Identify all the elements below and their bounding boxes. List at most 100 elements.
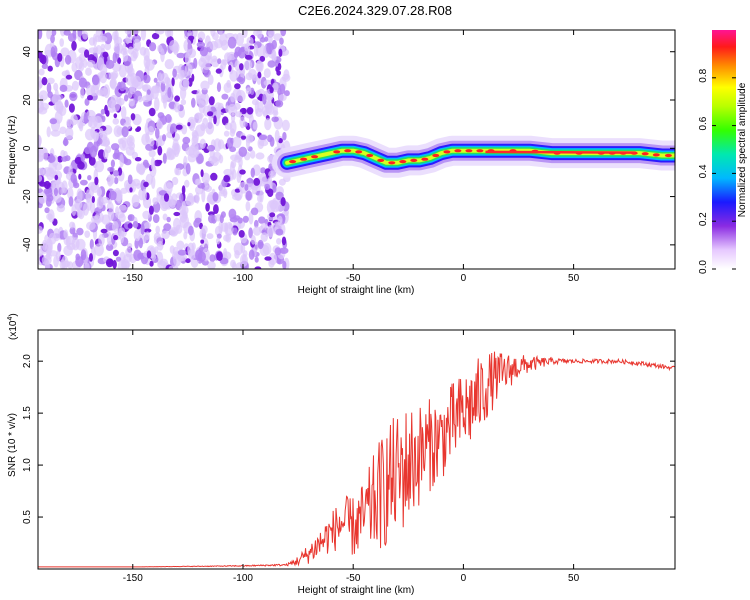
noise-speckle xyxy=(278,94,287,102)
noise-speckle xyxy=(66,235,76,245)
noise-speckle xyxy=(216,251,223,261)
noise-speckle xyxy=(160,48,165,63)
noise-speckle xyxy=(46,126,51,138)
snr-multiplier-prefix: (x10 xyxy=(8,320,19,340)
noise-speckle xyxy=(112,259,117,269)
ridge-core xyxy=(333,150,341,154)
snr-frame xyxy=(37,329,676,570)
snr-x-tick-label: 0 xyxy=(461,573,467,584)
noise-speckle xyxy=(164,59,174,70)
noise-speckle xyxy=(78,120,84,132)
noise-speckle xyxy=(256,30,263,39)
noise-speckle xyxy=(38,106,48,115)
noise-speckle xyxy=(125,247,132,258)
noise-speckle xyxy=(149,42,157,52)
noise-speckle xyxy=(74,156,83,165)
noise-speckle xyxy=(70,114,78,126)
noise-speckle xyxy=(184,52,191,66)
noise-speckle xyxy=(53,255,59,268)
noise-speckle xyxy=(220,59,227,70)
noise-speckle xyxy=(267,60,276,68)
noise-speckle xyxy=(233,242,244,256)
noise-speckle xyxy=(275,99,284,108)
noise-speckle xyxy=(164,76,171,85)
noise-speckle xyxy=(248,249,255,260)
noise-speckle xyxy=(98,233,105,247)
noise-speckle xyxy=(166,182,174,189)
noise-speckle xyxy=(174,95,181,102)
ridge-core xyxy=(476,149,484,153)
noise-speckle xyxy=(250,167,255,178)
noise-speckle xyxy=(239,116,246,129)
noise-speckle xyxy=(244,184,249,191)
noise-speckle xyxy=(163,95,167,109)
colorbar-ticks: 0.0 0.2 0.4 0.6 0.8 xyxy=(698,68,736,274)
spectrogram-x-ticks: -150 -100 -50 0 50 xyxy=(123,30,580,284)
noise-speckle xyxy=(252,74,259,81)
noise-speckle xyxy=(111,221,119,232)
colorbar-tick-label: 0.6 xyxy=(698,116,709,130)
noise-speckle xyxy=(200,169,204,178)
noise-speckle xyxy=(245,134,254,144)
noise-speckle xyxy=(169,245,175,254)
noise-speckle xyxy=(234,188,241,193)
noise-speckle xyxy=(63,137,68,147)
noise-speckle xyxy=(38,192,47,204)
noise-speckle xyxy=(53,194,62,203)
svg-text:(x104): (x104) xyxy=(7,313,19,340)
noise-speckle xyxy=(152,197,158,205)
ridge-core xyxy=(300,157,308,161)
noise-speckle xyxy=(97,35,108,43)
noise-speckle xyxy=(143,181,149,188)
noise-speckle xyxy=(102,51,109,58)
noise-speckle xyxy=(93,215,101,223)
noise-speckle xyxy=(244,55,253,60)
colorbar-tick-label: 0.0 xyxy=(698,260,709,274)
noise-speckle xyxy=(64,99,69,108)
spectrogram-y-ticks: -40 -20 0 20 40 xyxy=(22,46,675,252)
noise-speckle xyxy=(257,239,264,250)
noise-speckle xyxy=(223,175,231,183)
noise-speckle xyxy=(171,77,175,87)
noise-speckle xyxy=(46,77,55,85)
spectrogram-x-tick-label: 0 xyxy=(461,273,467,284)
noise-speckle xyxy=(38,68,45,76)
noise-speckle xyxy=(278,138,283,144)
noise-speckle xyxy=(38,148,45,162)
spectrogram-y-tick-label: -20 xyxy=(22,189,33,204)
noise-speckle xyxy=(271,49,277,62)
noise-speckle xyxy=(226,137,234,149)
noise-speckle xyxy=(69,226,76,235)
noise-speckle xyxy=(235,89,246,103)
noise-speckle xyxy=(105,110,110,117)
noise-speckle xyxy=(195,178,202,185)
noise-speckle xyxy=(160,81,166,92)
noise-speckle xyxy=(157,112,165,119)
noise-speckle xyxy=(213,204,219,215)
colorbar-gradient xyxy=(712,30,736,269)
noise-speckle xyxy=(110,159,115,168)
noise-speckle xyxy=(100,196,111,204)
noise-speckle xyxy=(244,45,251,52)
noise-speckle xyxy=(121,126,129,138)
noise-speckle xyxy=(130,72,137,86)
noise-speckle xyxy=(283,90,290,97)
noise-speckle xyxy=(63,245,73,256)
noise-speckle xyxy=(128,141,135,151)
noise-speckle xyxy=(105,243,114,251)
ridge-core xyxy=(388,161,396,165)
noise-speckle xyxy=(109,72,114,80)
noise-speckle xyxy=(128,98,135,107)
noise-speckle xyxy=(183,231,188,240)
noise-speckle xyxy=(50,180,56,191)
noise-speckle xyxy=(195,192,200,204)
noise-speckle xyxy=(267,188,274,197)
snr-x-tick-label: -100 xyxy=(233,573,253,584)
noise-speckle xyxy=(184,179,190,188)
noise-speckle xyxy=(264,183,270,191)
noise-speckle xyxy=(132,38,141,52)
noise-speckle xyxy=(133,229,141,242)
noise-speckle xyxy=(143,221,152,229)
noise-speckle xyxy=(264,36,269,42)
noise-speckle xyxy=(232,193,242,201)
